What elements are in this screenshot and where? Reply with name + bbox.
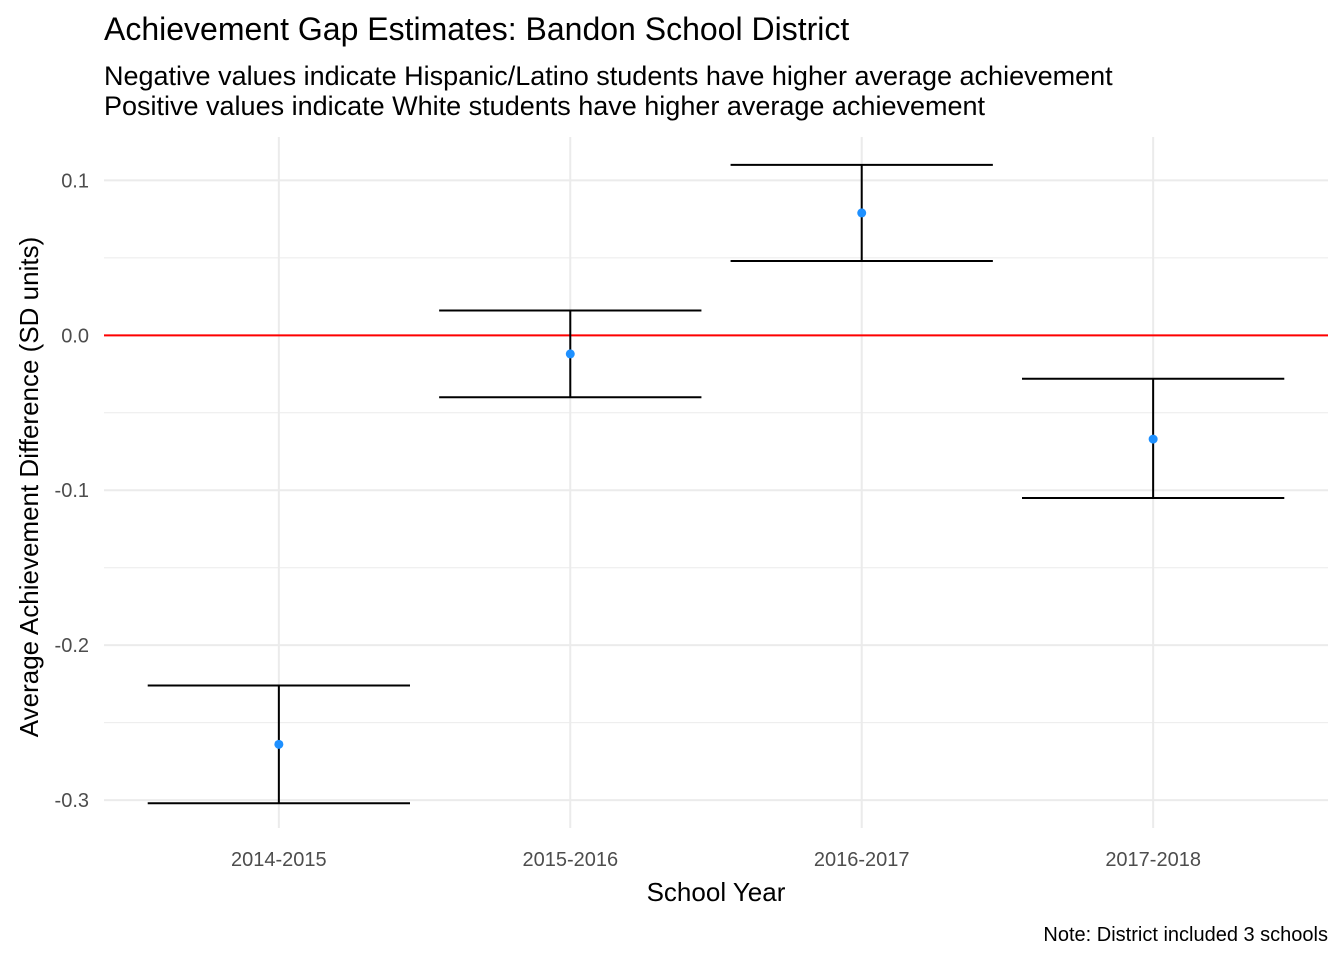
estimate-point — [565, 349, 575, 359]
chart-subtitle-line-2: Positive values indicate White students … — [104, 91, 986, 121]
y-tick-label: -0.1 — [55, 480, 89, 502]
x-axis-title: School Year — [647, 877, 786, 907]
chart-subtitle-line-1: Negative values indicate Hispanic/Latino… — [104, 61, 1113, 91]
points — [274, 208, 1158, 749]
chart-caption: Note: District included 3 schools — [1043, 924, 1328, 946]
errorbars — [147, 163, 1285, 805]
y-tick-label: 0.0 — [61, 325, 89, 347]
x-tick-label: 2016-2017 — [814, 849, 910, 871]
x-tick-label: 2014-2015 — [231, 849, 327, 871]
x-tick-labels: 2014-2015 2015-2016 2016-2017 2017-2018 — [231, 849, 1201, 871]
chart-title: Achievement Gap Estimates: Bandon School… — [104, 11, 849, 47]
y-tick-labels: 0.1 0.0 -0.1 -0.2 -0.3 — [55, 170, 89, 812]
y-tick-label: 0.1 — [61, 170, 89, 192]
y-tick-label: -0.2 — [55, 635, 89, 657]
x-tick-label: 2017-2018 — [1105, 849, 1201, 871]
estimate-point — [857, 208, 867, 218]
y-tick-label: -0.3 — [55, 790, 89, 812]
estimate-point — [1148, 434, 1158, 444]
y-axis-title: Average Achievement Difference (SD units… — [14, 237, 44, 738]
grid-lines — [104, 137, 1328, 828]
estimate-point — [274, 739, 284, 749]
x-tick-label: 2015-2016 — [522, 849, 618, 871]
